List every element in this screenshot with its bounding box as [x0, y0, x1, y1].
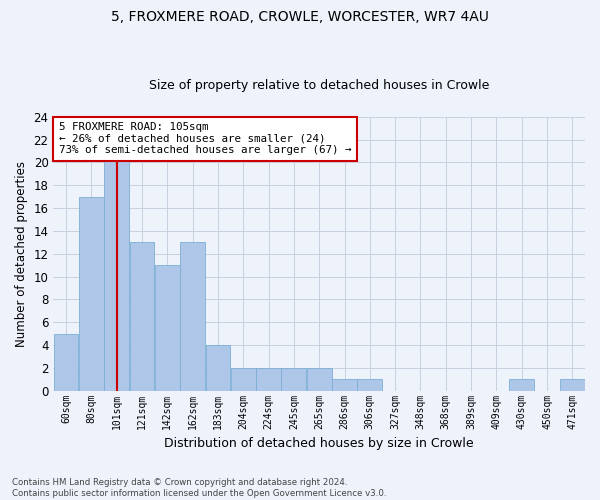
- Bar: [281, 368, 306, 390]
- Bar: [130, 242, 154, 390]
- Bar: [53, 334, 79, 390]
- Bar: [332, 379, 357, 390]
- Bar: [206, 345, 230, 391]
- Bar: [180, 242, 205, 390]
- Bar: [358, 379, 382, 390]
- Text: Contains HM Land Registry data © Crown copyright and database right 2024.
Contai: Contains HM Land Registry data © Crown c…: [12, 478, 386, 498]
- Text: 5, FROXMERE ROAD, CROWLE, WORCESTER, WR7 4AU: 5, FROXMERE ROAD, CROWLE, WORCESTER, WR7…: [111, 10, 489, 24]
- Bar: [256, 368, 281, 390]
- Title: Size of property relative to detached houses in Crowle: Size of property relative to detached ho…: [149, 79, 490, 92]
- Bar: [560, 379, 585, 390]
- X-axis label: Distribution of detached houses by size in Crowle: Distribution of detached houses by size …: [164, 437, 474, 450]
- Bar: [509, 379, 534, 390]
- Bar: [231, 368, 256, 390]
- Text: 5 FROXMERE ROAD: 105sqm
← 26% of detached houses are smaller (24)
73% of semi-de: 5 FROXMERE ROAD: 105sqm ← 26% of detache…: [59, 122, 351, 156]
- Bar: [104, 151, 129, 390]
- Y-axis label: Number of detached properties: Number of detached properties: [15, 160, 28, 346]
- Bar: [155, 265, 180, 390]
- Bar: [307, 368, 332, 390]
- Bar: [79, 196, 104, 390]
